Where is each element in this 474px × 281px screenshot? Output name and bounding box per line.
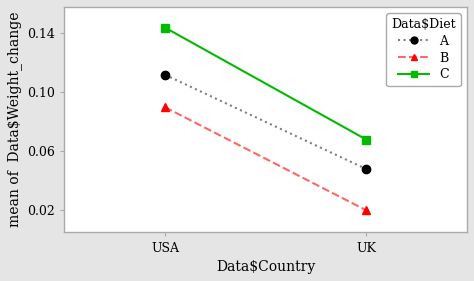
X-axis label: Data$Country: Data$Country — [216, 260, 315, 274]
Legend: A, B, C: A, B, C — [386, 13, 461, 87]
Y-axis label: mean of  Data$Weight_change: mean of Data$Weight_change — [7, 12, 22, 227]
